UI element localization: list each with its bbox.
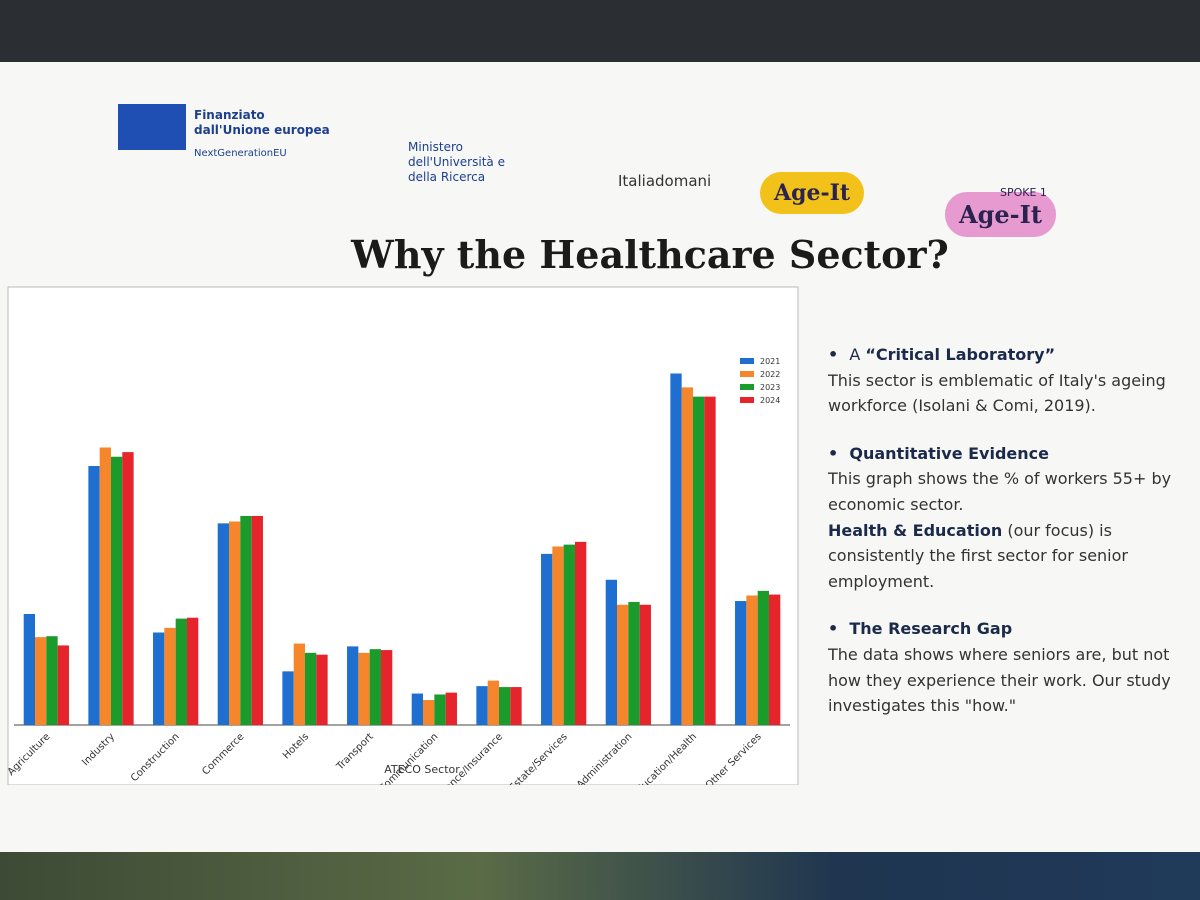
bar xyxy=(445,692,457,725)
bullet-heading: A “Critical Laboratory” xyxy=(828,342,1188,368)
bar xyxy=(99,447,111,725)
bar xyxy=(305,652,317,725)
logo-text: Ministero dell'Università e della Ricerc… xyxy=(408,140,505,184)
bullet-heading-text: Quantitative Evidence xyxy=(849,443,1049,463)
bar xyxy=(251,515,263,725)
logo-text: Italiadomani xyxy=(618,172,712,190)
bar xyxy=(541,553,553,725)
bullet: The Research Gap The data shows where sen… xyxy=(828,616,1188,718)
bar xyxy=(293,643,305,725)
bar xyxy=(57,645,69,725)
eu-flag xyxy=(118,104,186,150)
bar xyxy=(574,541,587,725)
bar xyxy=(510,687,522,725)
bar xyxy=(111,456,123,725)
bar xyxy=(681,387,693,725)
bar xyxy=(434,694,446,725)
paragraph-text: (our focus) is consistently the first se… xyxy=(828,520,1128,591)
bullet-text: This graph shows the % of workers 55+ by… xyxy=(828,466,1188,517)
bar xyxy=(735,601,747,725)
bullet-heading-text: The Research Gap xyxy=(849,619,1013,639)
plot-frame xyxy=(7,286,799,785)
bar xyxy=(487,680,499,725)
bullet-list: A “Critical Laboratory”This sector is em… xyxy=(828,342,1188,741)
bar xyxy=(768,594,781,725)
logo-text: Age-It xyxy=(945,192,1056,237)
bar xyxy=(693,396,705,725)
paragraph-text: This graph shows the % of workers 55+ by… xyxy=(828,469,1172,514)
bar xyxy=(122,452,134,725)
bar xyxy=(217,523,230,725)
bullet-text: Health & Education (our focus) is consis… xyxy=(828,518,1188,595)
bar xyxy=(563,544,575,725)
bar xyxy=(605,579,618,725)
logo-text: NextGenerationEU xyxy=(194,148,287,159)
bullet-heading: The Research Gap xyxy=(828,616,1188,642)
bar xyxy=(746,595,758,725)
legend-label: 2022 xyxy=(760,370,780,379)
bar xyxy=(411,693,424,725)
logo-text: Finanziato dall'Unione europea xyxy=(194,108,330,137)
legend-label: 2023 xyxy=(760,383,780,392)
legend-swatch xyxy=(740,358,754,364)
bar xyxy=(240,515,252,725)
legend-swatch xyxy=(740,384,754,390)
bullet-heading: Quantitative Evidence xyxy=(828,441,1188,467)
legend-swatch xyxy=(740,397,754,403)
bold-text: Health & Education xyxy=(828,520,1003,540)
bar xyxy=(175,618,187,725)
bar xyxy=(153,632,165,725)
bar xyxy=(358,652,370,725)
bullet-heading-text: “Critical Laboratory” xyxy=(865,345,1056,364)
logo-text: Age-It xyxy=(760,172,865,214)
legend-swatch xyxy=(740,371,754,377)
bar xyxy=(23,614,36,725)
bar xyxy=(35,637,47,725)
bar xyxy=(423,700,435,725)
bar xyxy=(229,521,241,725)
legend-label: 2024 xyxy=(760,396,780,405)
bullet-text: The data shows where seniors are, but no… xyxy=(828,642,1188,719)
bar xyxy=(639,604,651,725)
bar xyxy=(380,650,393,725)
bullet-prefix: A xyxy=(849,345,866,364)
bar xyxy=(476,686,488,725)
slide-title: Why the Healthcare Sector? xyxy=(351,232,949,277)
bar xyxy=(46,636,58,725)
bar xyxy=(552,546,564,725)
paragraph-text: This sector is emblematic of Italy's age… xyxy=(828,370,1166,416)
bar xyxy=(88,466,100,725)
logo-text: SPOKE 1 xyxy=(1000,186,1047,199)
bullet: Quantitative Evidence This graph shows th… xyxy=(828,441,1188,595)
bar xyxy=(369,649,381,725)
bar xyxy=(164,627,176,725)
bar xyxy=(186,617,199,725)
bar xyxy=(499,687,511,725)
legend-label: 2021 xyxy=(760,357,780,366)
bullet-text: This sector is emblematic of Italy's age… xyxy=(828,368,1188,419)
bar xyxy=(670,373,682,725)
bullet: A “Critical Laboratory”This sector is em… xyxy=(828,342,1188,419)
bar xyxy=(316,654,328,725)
background-photo xyxy=(0,852,1200,900)
chart: Agriculture Industry Construction Commerce H… xyxy=(6,286,799,785)
bar xyxy=(347,646,359,725)
slide: Finanziato dall'Unione europea NextGener… xyxy=(0,62,1200,852)
bar xyxy=(704,396,716,725)
paragraph-text: The data shows where seniors are, but no… xyxy=(828,644,1171,716)
bar xyxy=(628,601,640,725)
bar xyxy=(757,590,769,725)
bar xyxy=(617,604,629,725)
bar xyxy=(282,671,294,725)
x-axis-label: ATECO Sector xyxy=(384,763,460,776)
